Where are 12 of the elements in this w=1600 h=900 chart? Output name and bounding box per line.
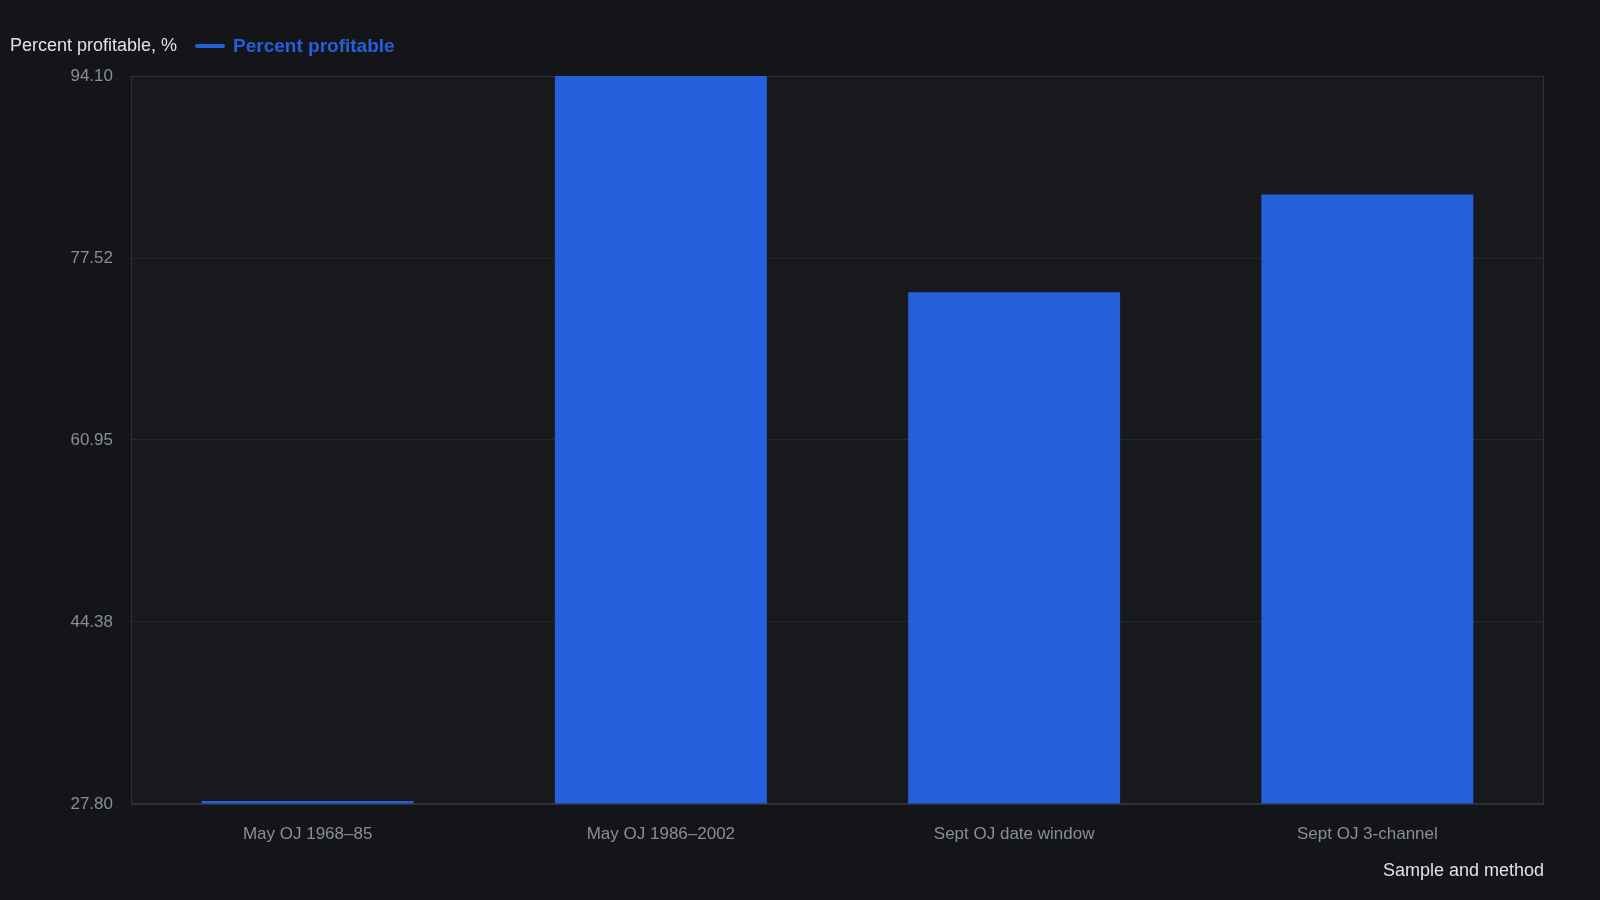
x-tick-label: May OJ 1986–2002 — [586, 823, 736, 843]
y-tick-label: 60.95 — [70, 429, 113, 449]
y-axis-title: Percent profitable, % — [10, 34, 178, 55]
legend-label: Percent profitable — [233, 35, 395, 57]
y-tick-label: 77.52 — [70, 247, 113, 267]
x-tick-label: Sept OJ date window — [933, 823, 1096, 843]
x-axis-title: Sample and method — [1382, 860, 1544, 881]
y-tick-label: 44.38 — [70, 611, 113, 631]
y-tick-label: 94.10 — [70, 65, 113, 85]
y-tick-label: 27.80 — [70, 793, 113, 813]
x-tick-label: Sept OJ 3-channel — [1296, 823, 1438, 843]
x-tick-label: May OJ 1968–85 — [242, 823, 373, 843]
